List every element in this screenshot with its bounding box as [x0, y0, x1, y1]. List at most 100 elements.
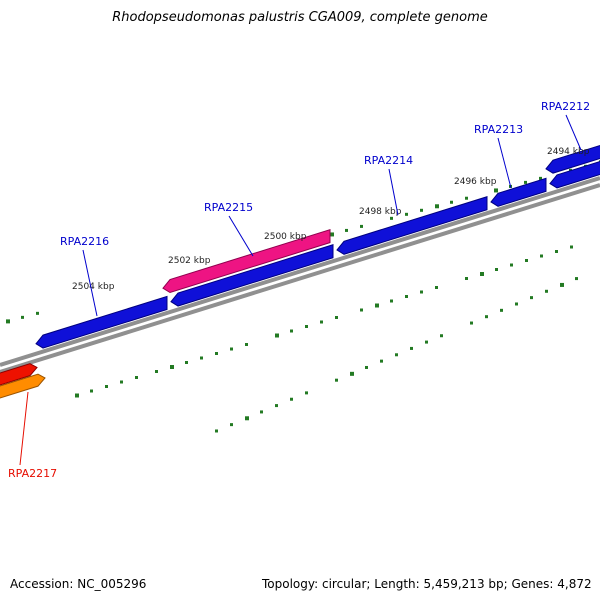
gene-RPA2216[interactable] [35, 295, 168, 349]
feature-dot [155, 370, 158, 373]
tick-label-2498: 2498 kbp [359, 207, 402, 217]
feature-dot [120, 380, 123, 384]
gene-label-RPA2217: RPA2217 [8, 467, 57, 480]
feature-dot [540, 254, 543, 258]
feature-dot [560, 282, 564, 287]
leader-line-RPA2212 [565, 114, 582, 151]
feature-dot [36, 311, 39, 315]
feature-dot [360, 224, 363, 228]
feature-dot [245, 416, 249, 421]
feature-dot [215, 429, 218, 433]
feature-dot [260, 410, 263, 414]
leader-line-RPA2216 [82, 249, 98, 317]
backbone-line-outer [0, 176, 600, 367]
feature-dot [390, 299, 393, 303]
leader-line-RPA2213 [497, 137, 512, 189]
feature-dot [480, 272, 484, 276]
feature-dot [290, 397, 293, 401]
gene-RPA2214[interactable] [336, 196, 488, 255]
feature-dot [275, 333, 279, 338]
feature-dot [245, 343, 248, 346]
feature-dot [495, 268, 498, 271]
feature-dot [330, 232, 334, 237]
feature-dot [494, 188, 498, 193]
gene-label-RPA2213: RPA2213 [474, 123, 523, 136]
feature-dot [440, 334, 443, 338]
feature-dot [21, 315, 24, 319]
dot-track-3 [215, 277, 578, 433]
feature-dot [465, 196, 468, 200]
feature-dot [335, 316, 338, 319]
gene-RPA2212[interactable] [545, 141, 600, 174]
feature-dot [305, 391, 308, 395]
feature-dot [545, 289, 548, 293]
gene-label-RPA2214: RPA2214 [364, 154, 413, 167]
feature-dot [350, 371, 354, 376]
accession-text: Accession: NC_005296 [10, 577, 147, 591]
gene-RPA2215[interactable] [162, 228, 331, 294]
feature-dot [90, 389, 93, 393]
feature-dot [395, 353, 398, 357]
feature-dot [525, 259, 528, 262]
feature-dot [345, 228, 348, 232]
feature-dot [500, 308, 503, 312]
feature-dot [485, 315, 488, 319]
feature-dot [305, 325, 308, 328]
feature-dot [6, 319, 10, 324]
feature-dot [435, 286, 438, 289]
gene-RPA2217[interactable] [0, 363, 38, 387]
feature-dot [335, 378, 338, 382]
leader-line-RPA2217 [19, 391, 29, 466]
feature-dot [215, 352, 218, 355]
feature-dot [410, 346, 413, 350]
feature-dot [450, 200, 453, 204]
genome-title: Rhodopseudomonas palustris CGA009, compl… [112, 10, 488, 25]
gene-gene-orange[interactable] [0, 373, 46, 401]
feature-dot [530, 296, 533, 300]
feature-dot [420, 290, 423, 294]
gene-RPA2213[interactable] [490, 177, 547, 207]
feature-dot [170, 365, 174, 369]
feature-dot [200, 356, 203, 360]
gene-label-RPA2215: RPA2215 [204, 201, 253, 214]
feature-dot [290, 329, 293, 333]
topology-text: Topology: circular; Length: 5,459,213 bp… [262, 577, 592, 591]
feature-dot [365, 365, 368, 369]
backbone-line-inner [0, 183, 600, 374]
feature-dot [75, 393, 79, 398]
gene-gene-blue-2[interactable] [170, 244, 334, 307]
feature-dot [575, 277, 578, 281]
gene-label-RPA2216: RPA2216 [60, 235, 109, 248]
leader-line-RPA2214 [388, 168, 399, 216]
feature-dot [275, 404, 278, 408]
feature-dot [390, 216, 393, 220]
feature-dot [230, 347, 233, 351]
feature-dot [135, 376, 138, 379]
feature-dot [420, 208, 423, 212]
feature-dot [524, 180, 527, 184]
tick-label-2504: 2504 kbp [72, 282, 115, 292]
tick-label-2502: 2502 kbp [168, 256, 211, 266]
feature-dot [570, 245, 573, 249]
gene-gene-blue-3[interactable] [549, 157, 600, 189]
feature-dot [515, 302, 518, 306]
gene-label-RPA2212: RPA2212 [541, 100, 590, 113]
feature-dot [185, 361, 188, 364]
feature-dot [360, 308, 363, 312]
dot-track-2 [75, 245, 573, 398]
tick-label-2496: 2496 kbp [454, 177, 497, 187]
leader-line-RPA2215 [228, 215, 254, 257]
feature-dot [230, 423, 233, 427]
feature-dot [320, 320, 323, 324]
tick-label-2500: 2500 kbp [264, 232, 307, 242]
status-bar: Accession: NC_005296 Topology: circular;… [0, 570, 600, 600]
tick-label-2494: 2494 kbp [547, 147, 590, 157]
feature-dot [425, 340, 428, 344]
feature-dot [465, 277, 468, 280]
feature-dot [405, 212, 408, 216]
feature-dot [555, 250, 558, 253]
feature-dot [405, 295, 408, 298]
feature-dot [375, 303, 379, 308]
feature-dot [435, 204, 439, 209]
